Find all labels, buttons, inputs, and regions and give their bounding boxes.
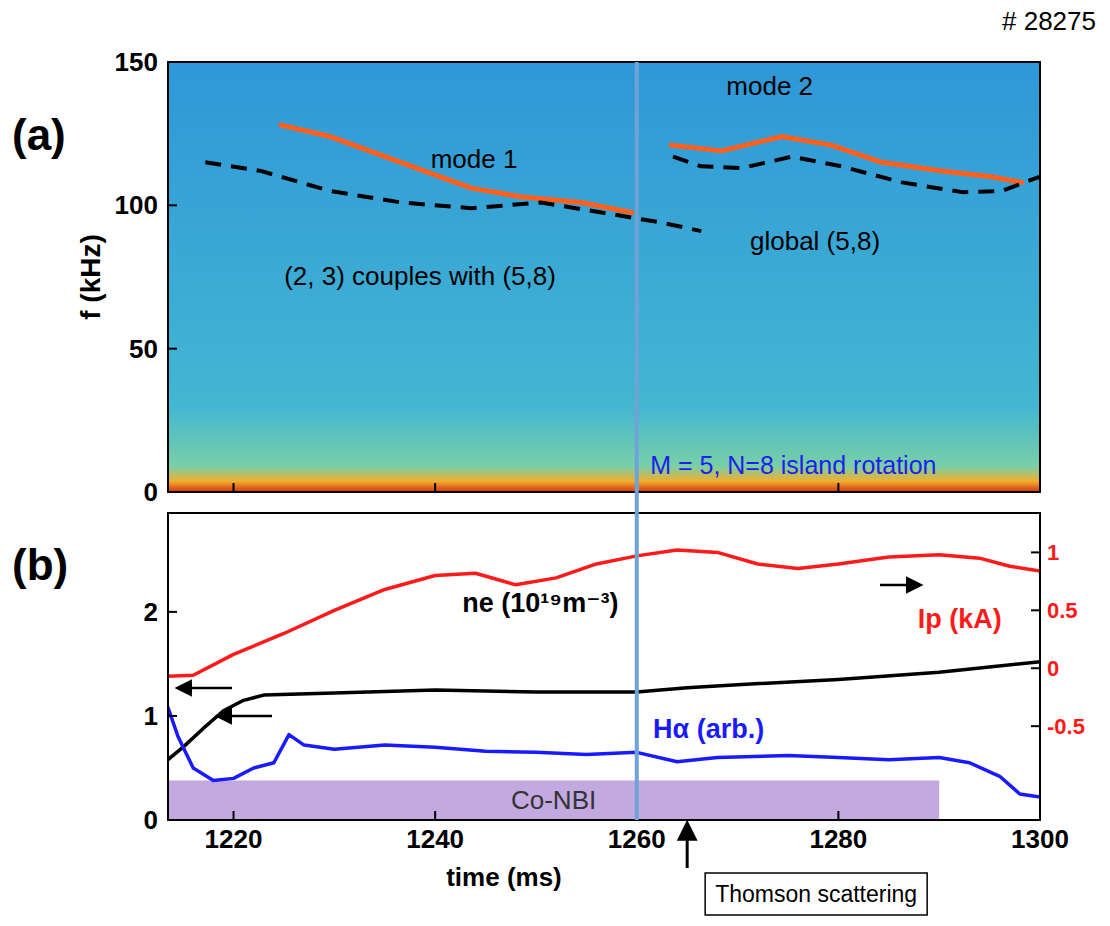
y-tick-label: 2 [144,597,158,627]
x-tick [1039,483,1041,492]
panel-1: 1220 1240 1260 1280 1300 0 1 2 -0.5 0 0.5 1 time (ms… [12,513,1085,915]
y2-tick [1031,725,1040,727]
frame [168,513,1040,820]
y-tick [168,204,177,206]
y-tick-label: 1 [144,701,158,731]
x-tick [837,811,839,820]
vertical-marker [635,62,639,820]
axis-arrow [178,687,232,690]
y-tick [168,491,177,493]
x-tick [233,811,235,820]
series-line [168,550,1040,676]
axis-arrow [880,584,920,587]
series-label: (2, 3) couples with (5,8) [284,261,556,291]
frame [168,62,1040,492]
panel-letter: (b) [12,540,68,589]
x-tick-label: 1240 [406,824,464,854]
series-label: ne (10¹⁹m⁻³) [462,588,618,618]
plot-area [168,550,1040,820]
series-line [168,708,1040,798]
x-tick [434,811,436,820]
thomson-arrow [686,824,689,868]
y-tick [168,715,177,717]
series-label: Ip (kA) [918,604,1002,634]
spectrogram-background [168,62,1040,492]
x-tick [233,483,235,492]
band-label: Co-NBI [511,785,596,815]
x-tick [1039,811,1041,820]
y-axis-title: f (kHz) [75,234,106,320]
y-tick-label: 100 [115,190,158,220]
x-axis-title: time (ms) [446,862,562,892]
y-tick [168,819,177,821]
y-tick [168,611,177,613]
annotation: Thomson scattering [715,881,917,907]
y2-tick [1031,667,1040,669]
y-tick-label: 150 [115,47,158,77]
y2-tick-label: 0.5 [1047,598,1078,623]
series-line [673,157,1040,193]
axis-arrow [218,715,272,718]
series-label: mode 1 [431,144,518,174]
x-tick [837,483,839,492]
y2-tick-label: 1 [1047,540,1059,565]
y-tick [168,348,177,350]
x-tick-label: 1260 [608,824,666,854]
nbi-band [168,780,939,820]
x-tick-label: 1300 [1011,824,1069,854]
annotation-box [705,873,927,915]
y-tick-label: 0 [144,477,158,507]
series-label: mode 2 [726,71,813,101]
x-tick-label: 1280 [809,824,867,854]
panel-0: 0 50 100 150 f (kHz) (a) # 28275 mode 1 mode 2 (2… [12,6,1096,507]
y-tick-label: 50 [129,334,158,364]
panel-letter: (a) [12,110,66,159]
y2-tick-label: -0.5 [1047,714,1085,739]
series-line [168,662,1040,760]
series-label: Hα (arb.) [653,714,764,744]
series-line [671,137,1022,183]
y2-tick [1031,609,1040,611]
y-tick-label: 0 [144,805,158,835]
series-label: global (5,8) [750,226,880,256]
x-tick-label: 1220 [205,824,263,854]
title: # 28275 [1002,6,1096,36]
y2-tick [1031,551,1040,553]
figure: 050100150f (kHz)(a)# 28275mode 1mode 2(2… [0,0,1110,926]
y2-tick-label: 0 [1047,656,1059,681]
annotation: M = 5, N=8 island rotation [650,451,936,479]
series-line [281,125,632,212]
y-tick [168,61,177,63]
plot-area [205,125,1040,231]
x-tick [434,483,436,492]
